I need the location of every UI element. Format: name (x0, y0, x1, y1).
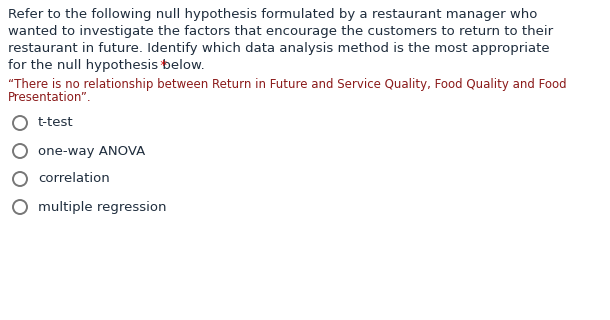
Text: Refer to the following null hypothesis formulated by a restaurant manager who: Refer to the following null hypothesis f… (8, 8, 537, 21)
Text: multiple regression: multiple regression (38, 201, 167, 213)
Text: for the null hypothesis below.: for the null hypothesis below. (8, 59, 205, 72)
Text: *: * (156, 59, 167, 72)
Text: restaurant in future. Identify which data analysis method is the most appropriat: restaurant in future. Identify which dat… (8, 42, 550, 55)
Text: correlation: correlation (38, 172, 110, 186)
Text: one-way ANOVA: one-way ANOVA (38, 145, 145, 157)
Text: wanted to investigate the factors that encourage the customers to return to thei: wanted to investigate the factors that e… (8, 25, 553, 38)
Text: “There is no relationship between Return in Future and Service Quality, Food Qua: “There is no relationship between Return… (8, 78, 567, 91)
Text: Presentation”.: Presentation”. (8, 91, 92, 104)
Text: t-test: t-test (38, 116, 74, 130)
